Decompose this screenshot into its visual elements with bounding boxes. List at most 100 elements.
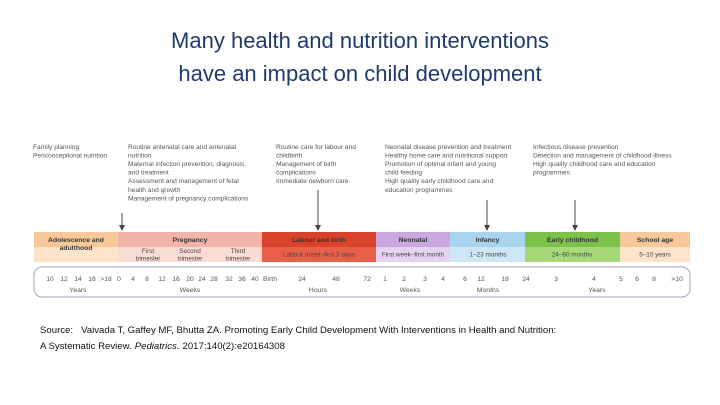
intervention: Neonatal disease prevention and treatmen… bbox=[385, 144, 511, 151]
title-line: have an impact on child development bbox=[178, 61, 541, 86]
phase-header bbox=[262, 232, 376, 247]
tick-label: 2 bbox=[402, 276, 406, 283]
intervention: health and growth bbox=[128, 187, 181, 194]
tick-label: 16 bbox=[172, 276, 180, 283]
source: A Systematic Review. Pediatrics. 2017;140(… bbox=[40, 341, 285, 352]
unit-label: Hours bbox=[309, 287, 328, 294]
phase-sublabel: 1–23 months bbox=[470, 252, 507, 259]
intervention: Immediate newborn care bbox=[276, 178, 349, 185]
intervention: Maternal infection prevention, diagnosis… bbox=[128, 161, 246, 168]
phase-sublabel: trimester bbox=[136, 255, 162, 262]
phase-sublabel: First week–first month bbox=[382, 252, 445, 259]
tick-label: 24 bbox=[198, 276, 206, 283]
phase-label: Labour and birth bbox=[292, 237, 346, 244]
tick-label: 4 bbox=[441, 276, 445, 283]
phase-header bbox=[376, 232, 450, 247]
tick-label: 12 bbox=[477, 276, 485, 283]
phase-header bbox=[34, 232, 118, 247]
title-line: Many health and nutrition interventions bbox=[171, 28, 549, 53]
intervention: programmes bbox=[533, 170, 571, 177]
phase-label: Adolescence and bbox=[48, 237, 104, 244]
tick-label: >18 bbox=[100, 276, 112, 283]
tick-label: 48 bbox=[332, 276, 340, 283]
timeline-axis bbox=[33, 266, 691, 298]
phase-label: Pregnancy bbox=[173, 237, 208, 244]
tick-label: 3 bbox=[554, 276, 558, 283]
intervention: Detection and management of childhood il… bbox=[533, 152, 672, 159]
intervention: complications bbox=[276, 170, 317, 177]
phase-header bbox=[525, 232, 620, 247]
unit-label: Weeks bbox=[400, 287, 421, 294]
intervention: and treatment bbox=[128, 170, 169, 177]
intervention: nutrition bbox=[128, 152, 152, 159]
unit-label: Years bbox=[69, 287, 87, 294]
intervention: Healthy home care and nutritional suppor… bbox=[385, 152, 508, 159]
unit-label: Weeks bbox=[180, 287, 201, 294]
tick-label: >10 bbox=[671, 276, 683, 283]
intervention: Periconceptional nutrition bbox=[33, 152, 107, 159]
tick-label: 32 bbox=[225, 276, 233, 283]
phase-body bbox=[34, 247, 118, 262]
phase-label: Neonatal bbox=[399, 237, 428, 244]
intervention: Management of birth bbox=[276, 161, 337, 168]
arrow-head bbox=[119, 225, 125, 231]
tick-label: 72 bbox=[363, 276, 371, 283]
unit-label: Years bbox=[588, 287, 606, 294]
tick-label: 40 bbox=[251, 276, 259, 283]
tick-label: 12 bbox=[158, 276, 166, 283]
phase-sublabel: Second bbox=[179, 248, 201, 255]
intervention: Management of pregnancy complications bbox=[128, 195, 249, 202]
arrow-head bbox=[572, 225, 578, 231]
phase-header bbox=[620, 232, 690, 247]
intervention: Promotion of optimal infant and young bbox=[385, 161, 496, 168]
tick-label: 12 bbox=[60, 276, 68, 283]
source: Source: Vaivada T, Gaffey MF, Bhutta ZA. … bbox=[40, 325, 556, 336]
phase-sublabel: 5–10 years bbox=[639, 252, 671, 259]
tick-label: 6 bbox=[635, 276, 639, 283]
tick-label: 24 bbox=[522, 276, 530, 283]
phase-body bbox=[620, 247, 690, 262]
tick-label: 36 bbox=[238, 276, 246, 283]
tick-label: 8 bbox=[652, 276, 656, 283]
phase-body bbox=[450, 247, 525, 262]
intervention: education programmes bbox=[385, 187, 453, 194]
intervention: Assessment and management of fetal bbox=[128, 178, 239, 185]
phase-body bbox=[262, 247, 376, 262]
tick-label: 1 bbox=[383, 276, 387, 283]
tick-label: 4 bbox=[131, 276, 135, 283]
intervention: High quality childhood care and educatio… bbox=[533, 161, 656, 168]
tick-label: 24 bbox=[298, 276, 306, 283]
tick-label: Birth bbox=[263, 276, 277, 283]
tick-label: 3 bbox=[423, 276, 427, 283]
tick-label: 10 bbox=[46, 276, 54, 283]
phase-sublabel: First bbox=[142, 248, 155, 255]
intervention: Routine antenatal care and antenatal bbox=[128, 144, 237, 151]
phase-sublabel: trimester bbox=[226, 255, 252, 262]
tick-label: 4 bbox=[592, 276, 596, 283]
tick-label: 5 bbox=[619, 276, 623, 283]
phase-header bbox=[118, 232, 262, 247]
tick-label: 0 bbox=[117, 276, 121, 283]
tick-label: 20 bbox=[186, 276, 194, 283]
phase-body bbox=[525, 247, 620, 262]
intervention: Family planning bbox=[33, 144, 80, 151]
tick-label: 8 bbox=[145, 276, 149, 283]
tick-label: 16 bbox=[88, 276, 96, 283]
unit-label: Months bbox=[477, 287, 500, 294]
intervention: Infectious disease prevention bbox=[533, 144, 619, 151]
tick-label: 18 bbox=[501, 276, 509, 283]
phase-body bbox=[376, 247, 450, 262]
phase-sublabel: Labour onset–first 3 days bbox=[283, 252, 355, 259]
arrow-head bbox=[484, 225, 490, 231]
phase-label: adulthood bbox=[60, 245, 93, 252]
tick-label: 6 bbox=[463, 276, 467, 283]
phase-label: Infancy bbox=[476, 237, 500, 244]
intervention: High quality early childhood care and bbox=[385, 178, 493, 185]
phase-sublabel: Third bbox=[231, 248, 246, 255]
phase-body bbox=[118, 247, 262, 262]
phase-header bbox=[450, 232, 525, 247]
tick-label: 14 bbox=[74, 276, 82, 283]
intervention: childbirth bbox=[276, 152, 303, 159]
phase-label: Early childhood bbox=[547, 237, 598, 244]
